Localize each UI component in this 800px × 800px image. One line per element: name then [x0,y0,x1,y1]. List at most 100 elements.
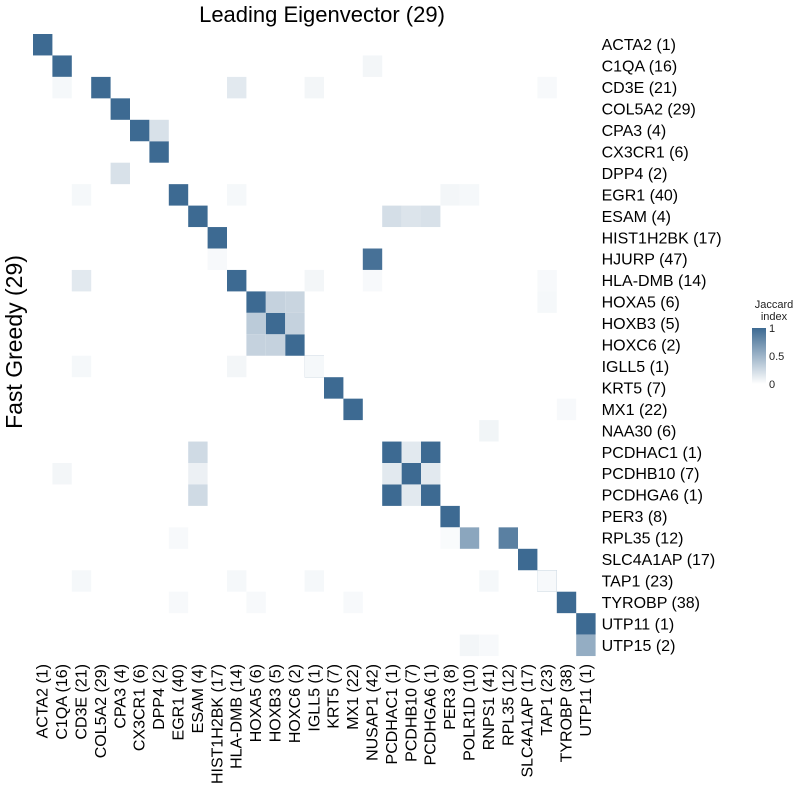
heatmap-cell [227,355,247,378]
heatmap-cell [362,55,383,77]
y-tick-label: TAP1 (23) [602,574,674,591]
y-tick-labels: ACTA2 (1) C1QA (16) CD3E (21) COL5A2 (29) CP… [602,37,722,655]
heatmap-cell [537,570,557,592]
y-tick-label: CD3E (21) [602,80,678,97]
heatmap-cell [518,548,538,571]
heatmap-cell [537,76,557,99]
x-tick-label: KRT5 (7) [326,664,343,729]
heatmap-cell [71,570,92,592]
y-tick-label: HOXA5 (6) [602,295,680,312]
heatmap-cell [440,505,460,528]
heatmap-cell [421,484,441,506]
heatmap-cell [362,248,383,270]
x-tick-label: PCDHAC1 (1) [384,664,401,764]
heatmap-cell [576,613,596,635]
y-tick-label: IGLL5 (1) [602,359,670,376]
x-tick-label: NUSAP1 (42) [365,664,382,761]
heatmap-cell [188,205,208,228]
heatmap-cell [304,76,324,99]
x-tick-label: PCDHB10 (7) [403,664,420,762]
x-tick-label: MX1 (22) [345,664,362,730]
y-tick-label: PCDHGA6 (1) [602,488,703,505]
x-tick-label: PCDHGA6 (1) [423,664,440,765]
x-tick-label: IGLL5 (1) [306,664,323,732]
x-tick-label: C1QA (16) [54,664,71,740]
x-tick-label: EGR1 (40) [171,664,188,740]
heatmap-cell [168,591,189,614]
y-tick-label: TYROBP (38) [602,595,700,612]
heatmap-cell [207,227,227,249]
heatmap-cell [440,527,460,549]
heatmap-cell [188,441,208,463]
heatmap-cell [227,269,247,292]
heatmap-cell [71,355,92,378]
heatmap-cell [382,463,402,485]
legend-title: Jaccard [755,299,794,311]
y-tick-label: RPL35 (12) [602,531,684,548]
legend-tick-label: 0.5 [769,351,784,363]
y-axis-label: Fast Greedy (29) [1,255,27,429]
heatmap-cell [265,312,286,335]
x-tick-label: ACTA2 (1) [35,664,52,738]
y-tick-label: SLC4A1AP (17) [602,552,716,569]
heatmap-cell [91,76,111,99]
y-tick-label: NAA30 (6) [602,423,677,440]
heatmap-cell [130,119,150,142]
heatmap-cell [382,484,402,506]
y-tick-label: HLA-DMB (14) [602,273,707,290]
heatmap-cell [285,312,305,335]
x-tick-label: HOXA5 (6) [248,664,265,742]
y-tick-label: PCDHAC1 (1) [602,445,702,462]
heatmap-cell [149,119,169,142]
heatmap-cell [576,634,596,657]
heatmap-cell [246,591,266,614]
heatmap-cell [265,291,286,313]
x-tick-label: CX3CR1 (6) [132,664,149,751]
heatmap-cell [71,269,92,292]
heatmap-cell [498,527,518,549]
x-tick-label: PER3 (8) [442,664,459,730]
x-tick-labels: ACTA2 (1) C1QA (16) CD3E (21) COL5A2 (29) CP… [35,664,595,784]
heatmap-cell [537,269,557,292]
x-tick-label: RNPS1 (41) [481,664,498,750]
heatmap-cell [401,484,421,506]
heatmap-cell [421,463,441,485]
heatmap-cell [382,441,402,463]
heatmap-cell [52,463,72,485]
heatmap-cells [33,34,596,657]
x-tick-label: TYROBP (38) [559,664,576,762]
x-tick-label: HLA-DMB (14) [229,664,246,769]
heatmap-cell [343,591,363,614]
heatmap-cell [168,184,189,206]
heatmap-cell [149,141,169,163]
heatmap-cell [71,184,92,206]
heatmap-cell [304,269,324,292]
y-tick-label: DPP4 (2) [602,166,668,183]
heatmap-cell [110,162,130,185]
heatmap-cell [246,291,266,313]
y-tick-label: KRT5 (7) [602,380,667,397]
heatmap-cell [52,76,72,99]
x-tick-label: DPP4 (2) [151,664,168,730]
x-tick-label: SLC4A1AP (17) [520,664,537,778]
y-tick-label: UTP15 (2) [602,638,676,655]
heatmap-cell [285,334,305,356]
heatmap-cell [227,184,247,206]
heatmap-cell [227,76,247,99]
heatmap-cell [479,634,499,657]
y-tick-label: HIST1H2BK (17) [602,230,722,247]
x-tick-label: HOXB3 (5) [268,664,285,742]
y-tick-label: PER3 (8) [602,509,668,526]
heatmap-cell [324,377,344,399]
heatmap-cell [188,463,208,485]
x-tick-label: RPL35 (12) [500,664,517,746]
heatmap-cell [52,55,72,77]
heatmap-cell [459,527,480,549]
heatmap-cell [459,184,480,206]
heatmap-cell [440,184,460,206]
heatmap-cell [537,291,557,313]
heatmap-cell [421,205,441,228]
heatmap-cell [227,570,247,592]
x-tick-label: UTP11 (1) [578,664,595,737]
